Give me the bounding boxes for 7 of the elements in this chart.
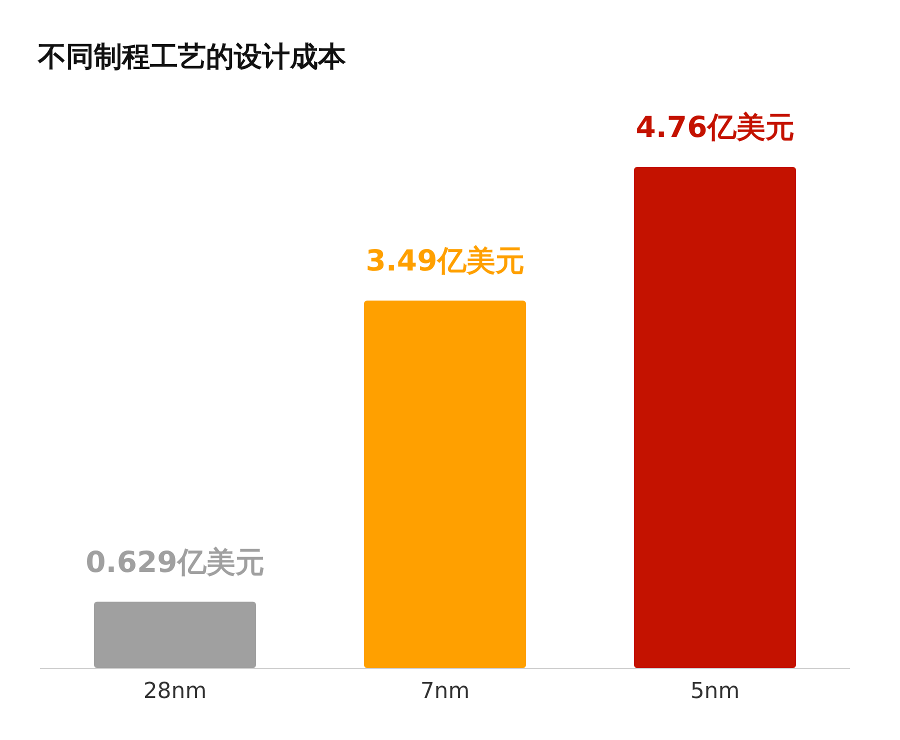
data-label: 4.76亿美元 <box>636 110 794 144</box>
x-tick-label: 28nm <box>143 679 207 704</box>
x-tick-label: 7nm <box>420 679 470 704</box>
data-label: 0.629亿美元 <box>86 544 264 579</box>
chart-title: 不同制程工艺的设计成本 <box>37 40 347 73</box>
data-label: 3.49亿美元 <box>366 244 524 278</box>
x-tick-label: 5nm <box>690 679 740 704</box>
